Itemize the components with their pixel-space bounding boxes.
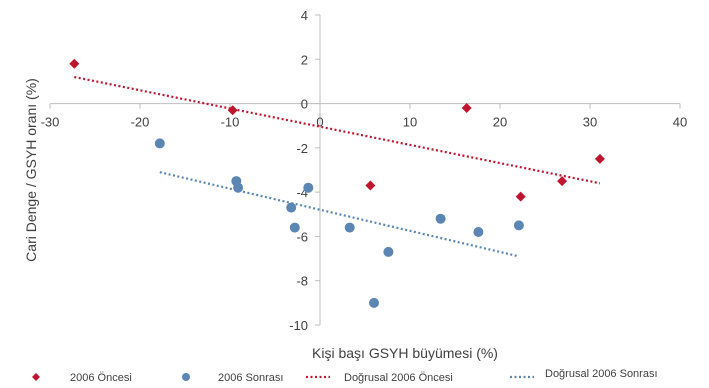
trendlines bbox=[74, 75, 601, 258]
trendline-before-2006 bbox=[74, 75, 601, 185]
trendline-after-2006 bbox=[159, 171, 520, 258]
y-tick-label: 4 bbox=[301, 8, 308, 23]
point-after-2006 bbox=[383, 246, 394, 257]
y-tick-label: 2 bbox=[301, 52, 308, 67]
point-after-2006 bbox=[233, 182, 244, 193]
x-tick-label: 10 bbox=[403, 115, 417, 130]
y-tick-label: -10 bbox=[289, 318, 308, 333]
legend: 2006 Öncesi 2006 Sonrası Doğrusal 2006 Önc… bbox=[32, 368, 658, 384]
point-after-2006 bbox=[289, 222, 300, 233]
point-before-2006 bbox=[227, 105, 238, 116]
y-tick-label: -6 bbox=[296, 229, 308, 244]
point-after-2006 bbox=[513, 220, 524, 231]
point-after-2006 bbox=[344, 222, 355, 233]
x-tick-label: 20 bbox=[493, 115, 507, 130]
data-points bbox=[69, 58, 605, 308]
x-tick-label: -30 bbox=[41, 115, 60, 130]
y-tick-label: -8 bbox=[296, 274, 308, 289]
y-tick-label: -4 bbox=[296, 185, 308, 200]
point-after-2006 bbox=[286, 202, 297, 213]
y-tick-label: 0 bbox=[301, 97, 308, 112]
legend-label-trend-after-2006: Doğrusal 2006 Sonrası bbox=[545, 368, 658, 380]
point-after-2006 bbox=[154, 138, 165, 149]
point-after-2006 bbox=[473, 227, 484, 237]
legend-label-trend-before-2006: Doğrusal 2006 Öncesi bbox=[344, 372, 453, 384]
x-tick-label: 30 bbox=[583, 115, 597, 130]
point-before-2006 bbox=[69, 58, 80, 69]
y-tick-label: -2 bbox=[296, 141, 308, 156]
point-before-2006 bbox=[557, 176, 568, 187]
legend-label-after-2006: 2006 Sonrası bbox=[218, 372, 283, 384]
x-tick-label: -20 bbox=[131, 115, 150, 130]
point-after-2006 bbox=[435, 213, 446, 224]
point-before-2006 bbox=[594, 153, 605, 164]
legend-marker-before-2006 bbox=[32, 373, 40, 381]
point-before-2006 bbox=[515, 191, 526, 202]
point-after-2006 bbox=[303, 182, 314, 193]
y-axis-title: Cari Denge / GSYH oranı (%) bbox=[23, 78, 39, 262]
x-tick-label: -10 bbox=[221, 115, 240, 130]
x-tick-label: 0 bbox=[316, 115, 323, 130]
x-axis-title: Kişi başı GSYH büyümesi (%) bbox=[312, 345, 498, 361]
point-after-2006 bbox=[369, 297, 379, 308]
point-before-2006 bbox=[365, 180, 376, 191]
legend-label-before-2006: 2006 Öncesi bbox=[70, 372, 132, 384]
legend-marker-after-2006 bbox=[182, 373, 190, 381]
point-before-2006 bbox=[461, 103, 472, 113]
x-tick-label: 40 bbox=[673, 115, 687, 130]
